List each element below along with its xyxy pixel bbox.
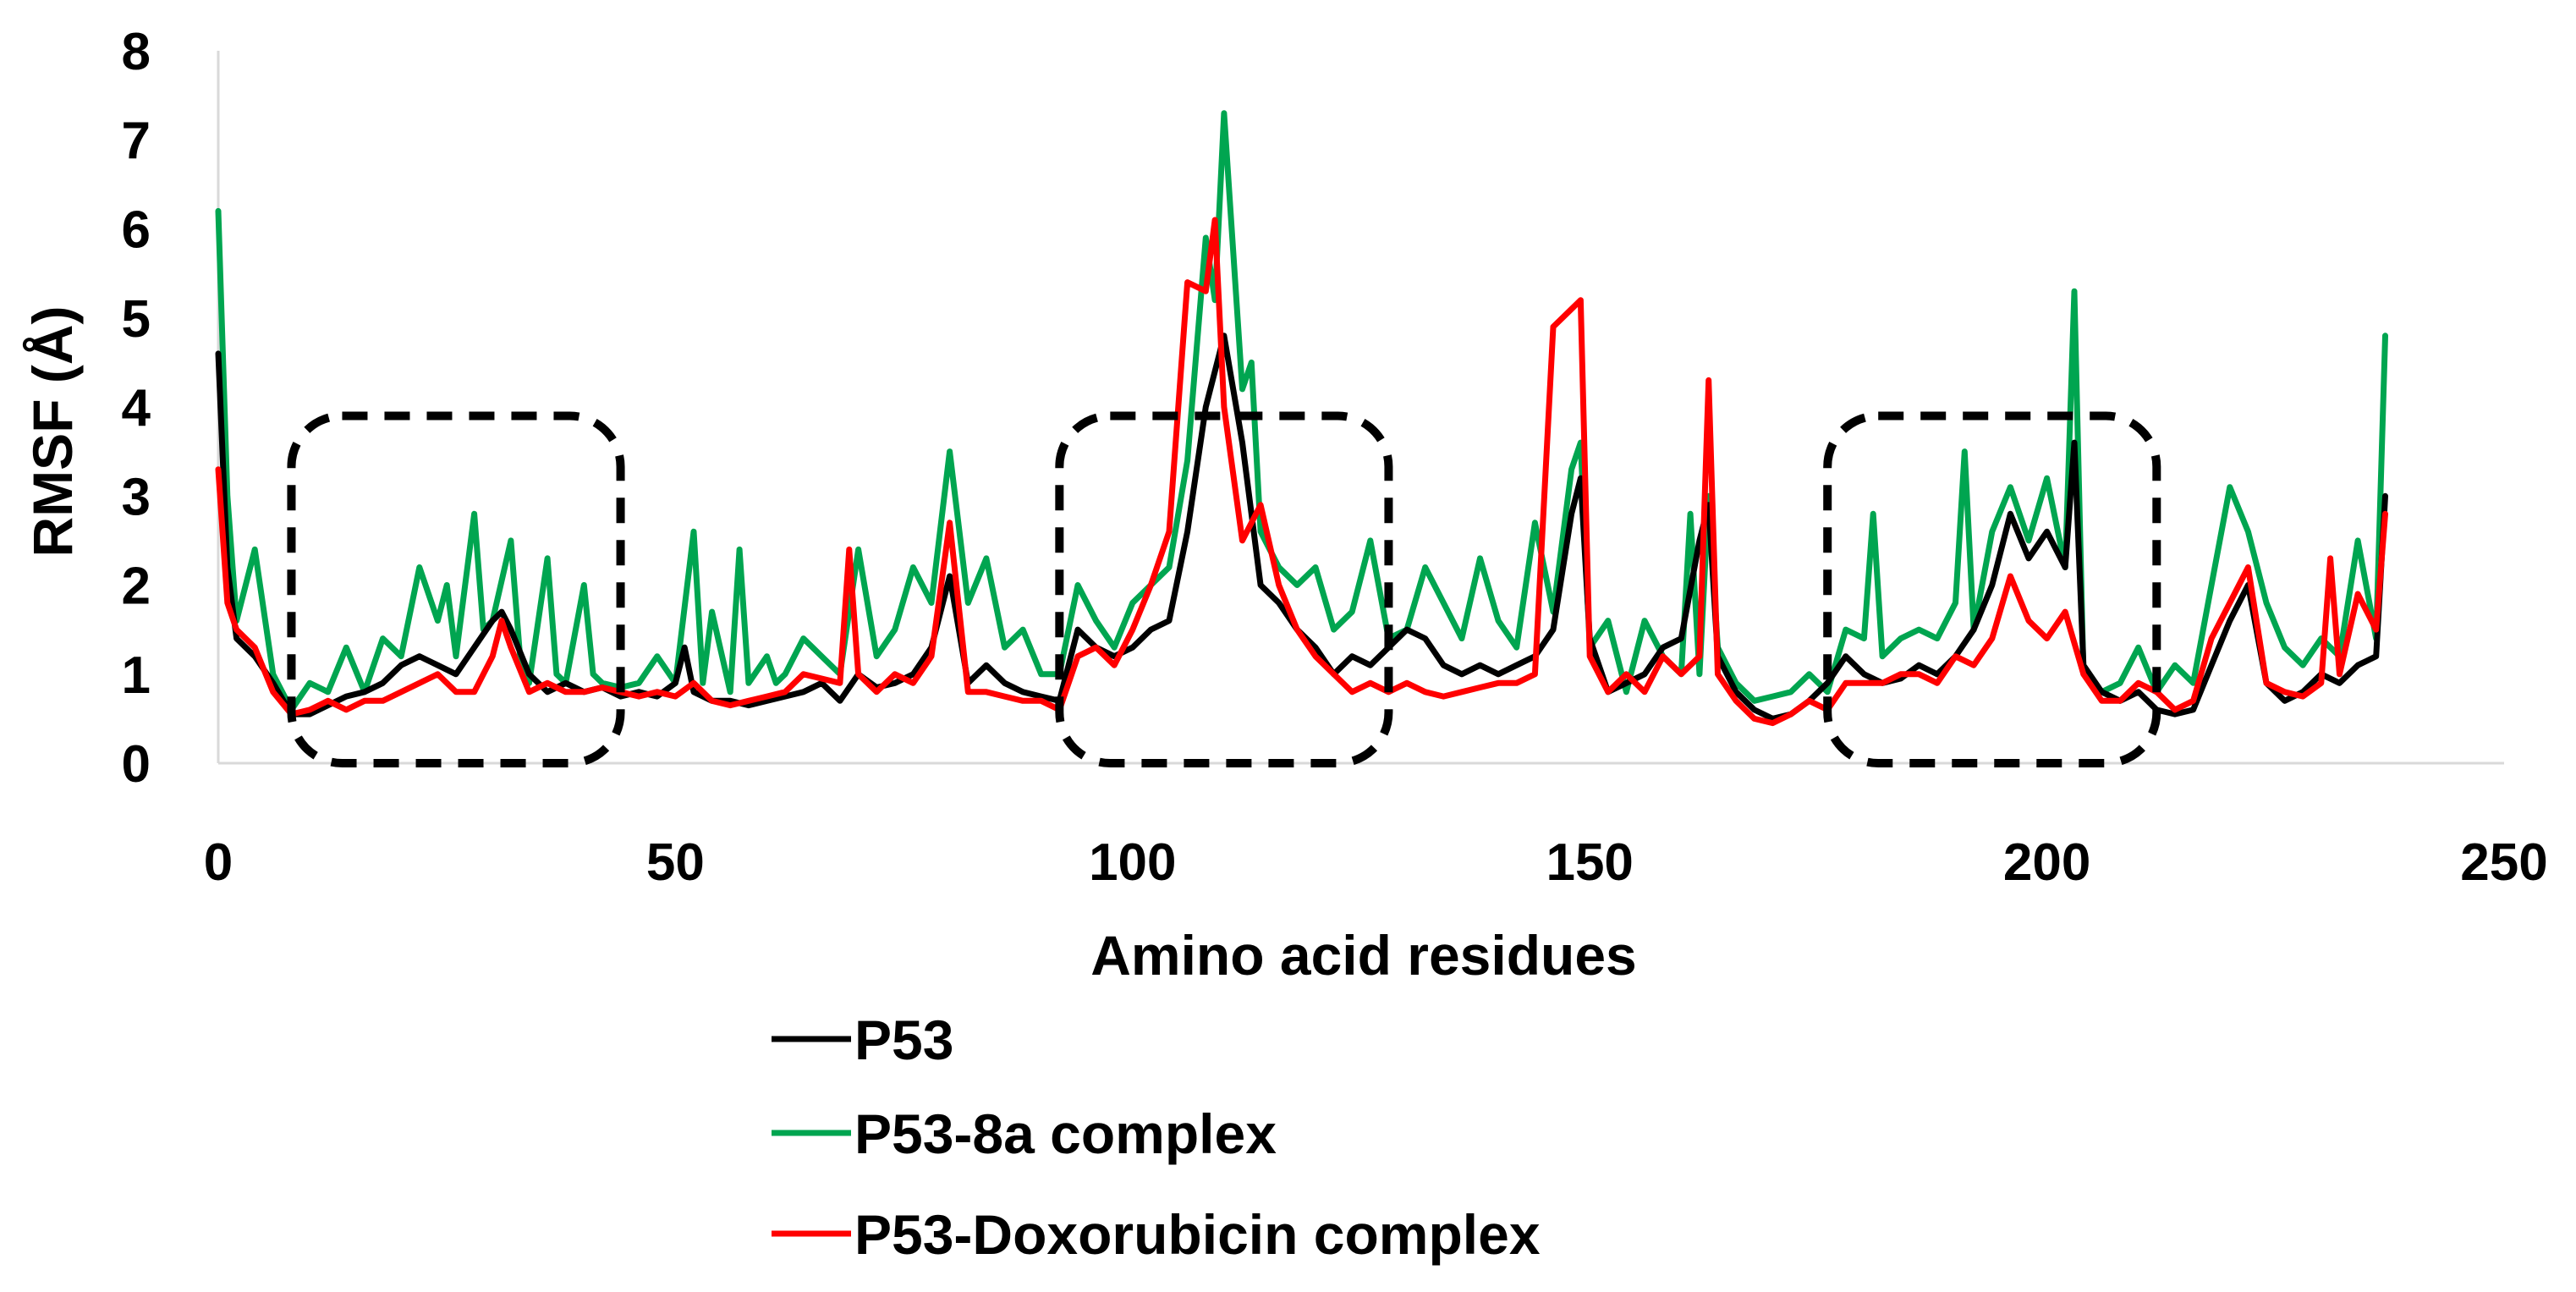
x-axis-title: Amino acid residues [1090, 924, 1637, 987]
y-tick-label: 2 [122, 558, 151, 616]
series-layer [215, 110, 2388, 727]
x-tick-label: 150 [1546, 833, 1633, 892]
y-tick-label: 5 [122, 290, 151, 349]
series-line-p53-doxorubicin-complex [215, 217, 2388, 727]
x-tick-label: 250 [2460, 833, 2547, 892]
y-tick-label: 0 [122, 735, 151, 794]
series-line-p53 [215, 333, 2388, 722]
y-tick-label: 7 [122, 112, 151, 170]
y-axis-tick-labels: 0 1 2 3 4 5 6 7 8 [122, 23, 151, 794]
legend-label-p53-8a: P53-8a complex [854, 1102, 1277, 1165]
legend-label-p53: P53 [854, 1009, 953, 1071]
x-tick-label: 200 [2003, 833, 2090, 892]
x-tick-label: 0 [204, 833, 233, 892]
y-axis-title: RMSF (Å) [21, 306, 84, 558]
highlight-box [1823, 411, 2161, 767]
x-axis-tick-labels: 0 50 100 150 200 250 [204, 833, 2548, 892]
y-tick-label: 1 [122, 646, 151, 705]
x-tick-label: 50 [646, 833, 705, 892]
legend-label-p53-doxorubicin: P53-Doxorubicin complex [854, 1203, 1541, 1266]
y-tick-label: 3 [122, 468, 151, 526]
highlight-box [287, 411, 625, 767]
legend-item-p53-8a: P53-8a complex [772, 1102, 1277, 1165]
legend-item-p53: P53 [772, 1009, 953, 1071]
legend: P53 P53-8a complex P53-Doxorubicin compl… [772, 1009, 1541, 1266]
highlight-box [1055, 411, 1393, 767]
y-tick-label: 4 [122, 379, 151, 437]
legend-item-p53-doxorubicin: P53-Doxorubicin complex [772, 1203, 1541, 1266]
highlight-box-layer [287, 411, 2161, 767]
y-tick-label: 8 [122, 23, 151, 81]
series-line-p53-8a-complex [215, 110, 2388, 713]
x-tick-label: 100 [1089, 833, 1176, 892]
y-tick-label: 6 [122, 201, 151, 260]
